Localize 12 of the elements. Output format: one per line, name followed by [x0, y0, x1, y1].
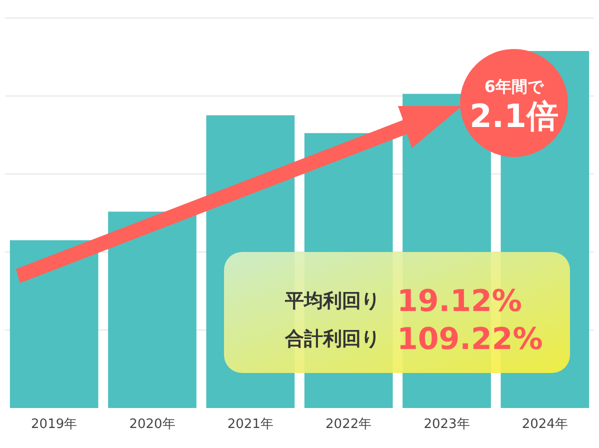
annotation: 109.22%: [397, 322, 543, 357]
x-tick-label: 2024年: [522, 417, 568, 432]
annotation: 6年間で: [484, 77, 545, 96]
x-tick-label: 2019年: [31, 417, 78, 432]
x-tick-label: 2021年: [227, 417, 274, 432]
x-tick-label: 2022年: [326, 417, 372, 432]
annotation: 19.12%: [397, 284, 522, 319]
annotation: 合計利回り: [284, 328, 380, 350]
x-tick-label: 2023年: [424, 417, 470, 432]
annotation: 平均利回り: [284, 290, 380, 312]
annotation: 2.1倍: [470, 97, 558, 135]
x-tick-label: 2020年: [129, 417, 176, 432]
